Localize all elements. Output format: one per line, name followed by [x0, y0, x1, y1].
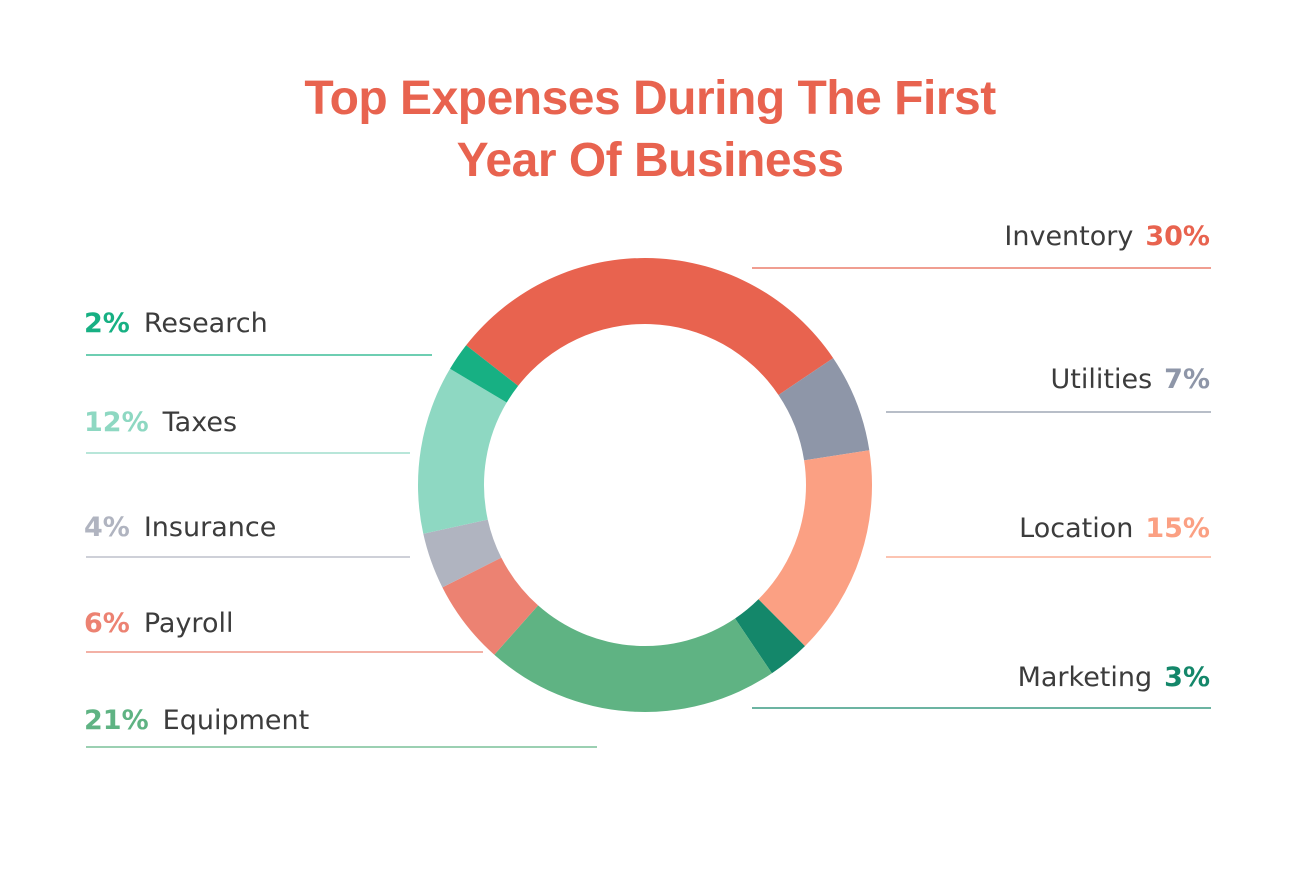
- category-name: Marketing: [1018, 662, 1153, 693]
- category-name: Utilities: [1051, 364, 1153, 395]
- value-label: 7%: [1164, 364, 1210, 395]
- category-name: Location: [1019, 513, 1133, 544]
- value-label: 21%: [84, 705, 149, 736]
- category-name: Insurance: [144, 512, 276, 543]
- donut-segment: [442, 557, 539, 655]
- category-name: Inventory: [1004, 221, 1133, 252]
- category-name: Taxes: [162, 407, 237, 438]
- donut-segment: [417, 368, 507, 534]
- value-label: 15%: [1145, 513, 1210, 544]
- segment-label: 4% Insurance: [84, 512, 276, 543]
- value-label: 30%: [1145, 221, 1210, 252]
- donut-segment: [778, 358, 870, 461]
- segment-label: 6% Payroll: [84, 608, 233, 639]
- segment-label: 21% Equipment: [84, 705, 309, 736]
- segment-label: 2% Research: [84, 308, 268, 339]
- segment-label: Location 15%: [1019, 513, 1210, 544]
- donut-segment: [423, 519, 502, 588]
- category-name: Research: [144, 308, 268, 339]
- value-label: 12%: [84, 407, 149, 438]
- category-name: Equipment: [163, 705, 310, 736]
- value-label: 6%: [84, 608, 130, 639]
- segment-label: 12% Taxes: [84, 407, 237, 438]
- value-label: 4%: [84, 512, 130, 543]
- category-name: Payroll: [144, 608, 234, 639]
- segment-label: Inventory 30%: [1004, 221, 1210, 252]
- donut-segment: [494, 605, 772, 712]
- segment-label: Marketing 3%: [1018, 662, 1210, 693]
- value-label: 2%: [84, 308, 130, 339]
- donut-segment: [735, 599, 805, 674]
- segment-label: Utilities 7%: [1051, 364, 1210, 395]
- chart-title: Top Expenses During The First Year Of Bu…: [304, 72, 996, 187]
- donut-segment: [758, 450, 872, 647]
- value-label: 3%: [1164, 662, 1210, 693]
- donut-segment: [450, 345, 519, 403]
- donut-segment: [466, 258, 834, 395]
